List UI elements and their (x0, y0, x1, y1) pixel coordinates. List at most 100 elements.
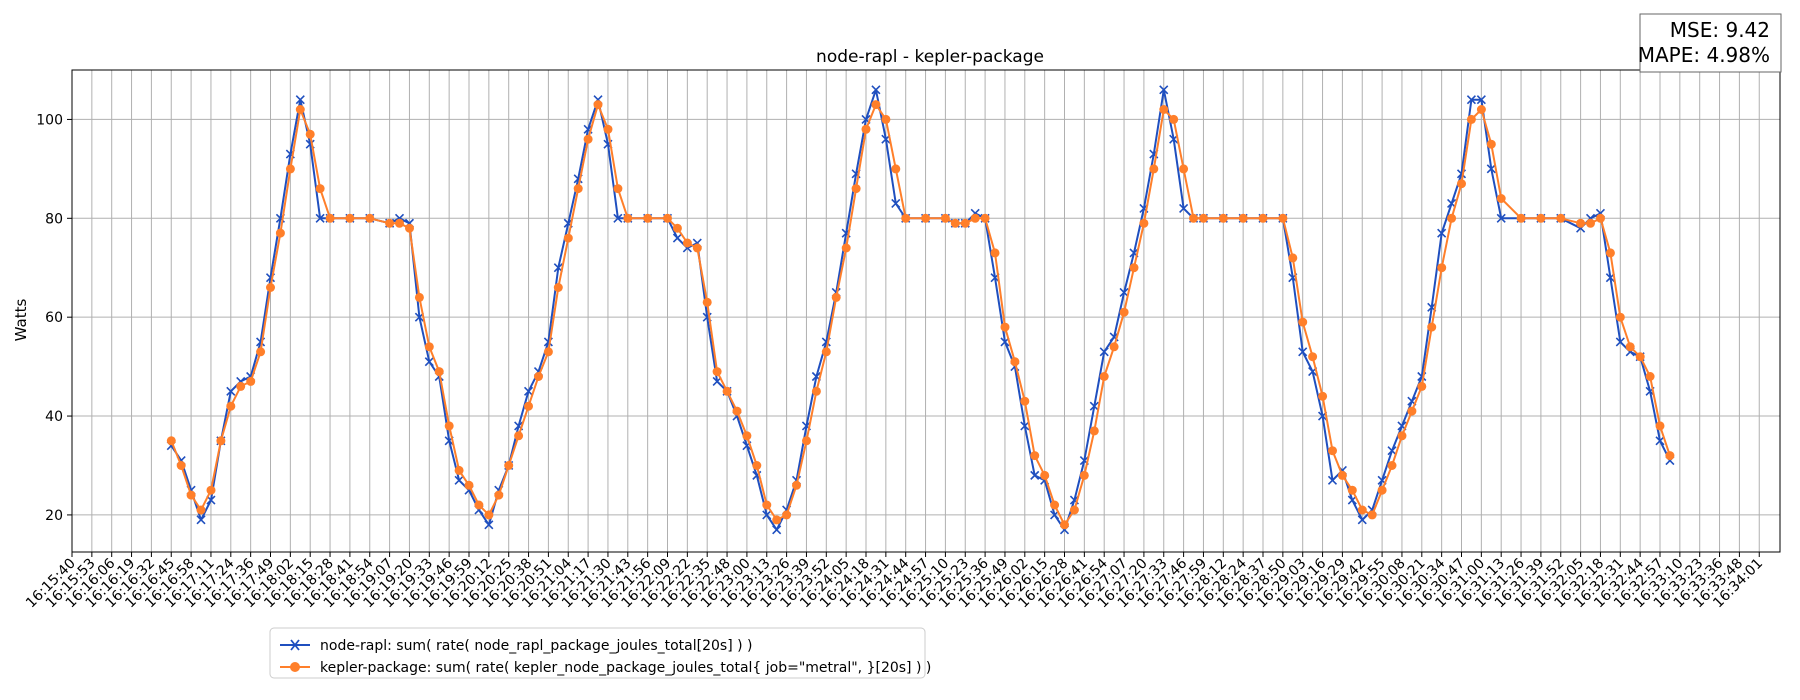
data-point (881, 114, 891, 124)
data-point (1199, 213, 1208, 223)
data-point (1238, 213, 1248, 223)
metrics-box-frame (1639, 13, 1782, 73)
data-point (1645, 372, 1655, 381)
data-point (1159, 85, 1169, 95)
data-point (1089, 426, 1099, 436)
legend-swatch-marker-kepler-package (290, 662, 300, 672)
y-tick-label: 80 (45, 211, 63, 227)
data-point (1655, 421, 1665, 431)
data-point (524, 401, 533, 411)
data-point (563, 233, 573, 243)
data-point (1596, 213, 1605, 223)
series-layer (166, 85, 1675, 535)
data-point (325, 213, 335, 223)
mse-annotation: MSE: 9.42 (1670, 18, 1770, 42)
y-axis-label: Watts (12, 299, 30, 342)
series-node-rapl (166, 85, 1675, 535)
data-point (1218, 213, 1228, 223)
data-point (752, 461, 762, 470)
data-point (424, 342, 434, 352)
data-point (1020, 421, 1030, 431)
data-point (315, 184, 325, 194)
data-point (1397, 431, 1407, 441)
data-point (1486, 139, 1496, 149)
data-point (1278, 213, 1288, 223)
data-point (166, 436, 176, 446)
data-point (1030, 451, 1040, 461)
data-point (782, 510, 792, 520)
data-point (1119, 307, 1129, 317)
data-point (841, 243, 851, 253)
data-point (226, 386, 236, 396)
data-point (464, 480, 474, 490)
data-point (643, 213, 653, 223)
data-point (623, 213, 633, 223)
series-line (170, 103, 1671, 526)
data-point (1437, 263, 1447, 273)
data-point (1010, 357, 1020, 367)
data-point (1387, 446, 1397, 456)
data-point (702, 297, 712, 307)
data-point (206, 485, 216, 495)
data-point (1377, 485, 1387, 495)
data-point (891, 164, 901, 174)
data-point (534, 372, 543, 381)
data-point (663, 213, 672, 223)
data-point (861, 124, 871, 134)
data-point (1576, 218, 1586, 228)
data-point (1040, 470, 1050, 480)
data-point (921, 213, 931, 223)
data-point (940, 213, 950, 223)
data-point (1486, 164, 1496, 174)
data-point (712, 367, 722, 377)
data-point (762, 510, 772, 520)
data-point (1417, 381, 1427, 391)
data-point (772, 525, 782, 535)
data-point (1189, 213, 1198, 223)
data-point (1060, 520, 1069, 530)
data-point (315, 213, 325, 223)
data-point (1139, 218, 1149, 228)
data-point (1109, 342, 1119, 352)
data-point (365, 213, 375, 223)
data-point (613, 184, 623, 194)
y-tick-label: 60 (45, 310, 63, 326)
data-point (1129, 263, 1139, 273)
metrics-box: MSE: 9.42 MAPE: 4.98% (1638, 13, 1782, 73)
data-point (1000, 322, 1010, 332)
data-point (454, 475, 464, 485)
data-point (543, 347, 553, 357)
data-point (583, 134, 593, 144)
y-tick-label: 20 (45, 508, 63, 524)
data-point (1030, 470, 1040, 480)
y-tick-label: 100 (36, 112, 63, 128)
data-point (186, 490, 196, 500)
data-point (831, 292, 841, 302)
data-point (414, 292, 424, 302)
data-point (1496, 213, 1506, 223)
data-point (1387, 461, 1397, 470)
data-point (1069, 505, 1079, 515)
data-point (1625, 342, 1635, 352)
data-point (1337, 470, 1347, 480)
legend: node-rapl: sum( rate( node_rapl_package_… (269, 627, 931, 679)
legend-frame (269, 627, 926, 679)
data-point (295, 95, 305, 105)
data-point (553, 283, 563, 292)
data-point (1586, 218, 1595, 228)
data-point (385, 218, 395, 228)
data-point (1466, 95, 1476, 105)
data-point (1556, 213, 1566, 223)
data-point (514, 431, 524, 441)
data-point (1099, 347, 1109, 357)
data-point (722, 386, 732, 396)
data-point (950, 218, 960, 228)
data-point (1427, 322, 1437, 332)
data-point (990, 248, 1000, 258)
data-point (504, 461, 514, 470)
data-point (266, 283, 275, 292)
data-point (1357, 505, 1367, 515)
data-point (474, 500, 484, 510)
data-point (851, 184, 861, 194)
